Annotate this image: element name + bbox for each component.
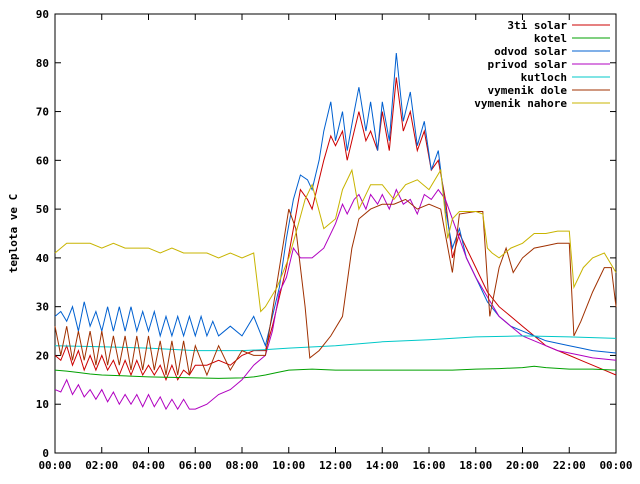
y-tick-label: 80 xyxy=(36,57,49,70)
y-tick-label: 40 xyxy=(36,252,49,265)
legend-label: vymenik nahore xyxy=(474,97,567,110)
x-tick-label: 06:00 xyxy=(179,459,212,472)
x-tick-label: 02:00 xyxy=(85,459,118,472)
series-line-kotel xyxy=(54,365,617,379)
x-tick-label: 20:00 xyxy=(506,459,539,472)
x-tick-label: 14:00 xyxy=(366,459,399,472)
x-tick-label: 08:00 xyxy=(225,459,258,472)
legend-label: odvod solar xyxy=(494,45,567,58)
y-tick-label: 90 xyxy=(36,8,49,21)
series-line-vymenik-dole xyxy=(54,198,617,377)
series-line-kutloch xyxy=(54,335,617,352)
series-line-privod-solar xyxy=(54,188,617,411)
y-tick-label: 60 xyxy=(36,154,49,167)
x-tick-label: 18:00 xyxy=(459,459,492,472)
y-tick-label: 70 xyxy=(36,106,49,119)
legend-label: vymenik dole xyxy=(488,84,568,97)
x-tick-label: 12:00 xyxy=(319,459,352,472)
x-tick-label: 16:00 xyxy=(412,459,445,472)
x-tick-label: 00:00 xyxy=(599,459,632,472)
y-axis-ticks: 0 10 20 30 40 50 60 70 80 90 xyxy=(36,8,616,460)
x-tick-label: 22:00 xyxy=(553,459,586,472)
series-line-vymenik-nahore xyxy=(54,168,617,313)
y-tick-label: 0 xyxy=(42,447,49,460)
y-tick-label: 30 xyxy=(36,301,49,314)
y-tick-label: 20 xyxy=(36,349,49,362)
x-axis-ticks: 00:00 02:00 04:00 06:00 08:00 10:00 12:00 14:00… xyxy=(38,14,633,472)
legend-label: kutloch xyxy=(521,71,567,84)
legend-label: privod solar xyxy=(488,58,568,71)
x-tick-label: 00:00 xyxy=(38,459,71,472)
series-group xyxy=(54,52,617,411)
legend-label: 3ti solar xyxy=(507,19,567,32)
legend-label: kotel xyxy=(534,32,567,45)
y-tick-label: 10 xyxy=(36,398,49,411)
x-tick-label: 10:00 xyxy=(272,459,305,472)
x-tick-label: 04:00 xyxy=(132,459,165,472)
series-line-odvod-solar xyxy=(54,52,617,354)
y-tick-label: 50 xyxy=(36,203,49,216)
series-line-3ti-solar xyxy=(54,77,617,382)
y-axis-label: teplota ve C xyxy=(7,194,20,273)
